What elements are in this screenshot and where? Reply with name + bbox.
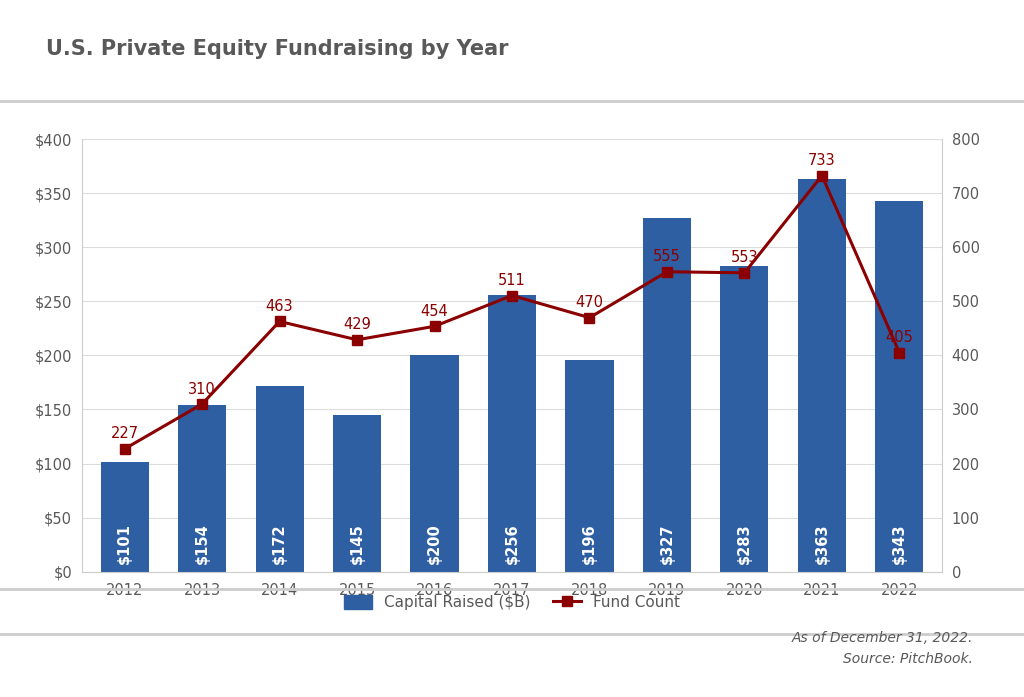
Text: As of December 31, 2022.
Source: PitchBook.: As of December 31, 2022. Source: PitchBo… xyxy=(792,631,973,666)
Bar xyxy=(565,360,613,572)
Bar xyxy=(721,266,768,572)
Text: $283: $283 xyxy=(737,523,752,564)
Text: $343: $343 xyxy=(892,523,907,564)
Text: 429: 429 xyxy=(343,317,371,332)
Text: $145: $145 xyxy=(349,523,365,564)
Bar xyxy=(643,218,691,572)
Text: U.S. Private Equity Fundraising by Year: U.S. Private Equity Fundraising by Year xyxy=(46,39,509,59)
Text: $327: $327 xyxy=(659,523,675,564)
Text: 463: 463 xyxy=(265,299,293,314)
Text: 511: 511 xyxy=(498,273,526,288)
Bar xyxy=(256,385,303,572)
Text: 227: 227 xyxy=(111,427,138,441)
Bar xyxy=(100,462,148,572)
Bar xyxy=(333,415,381,572)
Bar xyxy=(411,355,459,572)
Bar xyxy=(876,201,924,572)
Text: 470: 470 xyxy=(575,295,603,310)
Text: $196: $196 xyxy=(582,523,597,564)
Text: 454: 454 xyxy=(421,304,449,319)
Text: 553: 553 xyxy=(731,250,759,266)
Text: $101: $101 xyxy=(117,523,132,564)
Text: $200: $200 xyxy=(427,523,442,564)
Text: 310: 310 xyxy=(188,381,216,397)
Text: $256: $256 xyxy=(505,523,519,564)
Legend: Capital Raised ($B), Fund Count: Capital Raised ($B), Fund Count xyxy=(338,589,686,616)
Bar xyxy=(798,179,846,572)
Text: $363: $363 xyxy=(814,523,829,564)
Bar xyxy=(178,405,226,572)
Text: $172: $172 xyxy=(272,523,287,564)
Text: 405: 405 xyxy=(886,330,913,345)
Text: $154: $154 xyxy=(195,523,210,564)
Bar xyxy=(488,295,536,572)
Text: 555: 555 xyxy=(653,250,681,264)
Text: 733: 733 xyxy=(808,153,836,168)
